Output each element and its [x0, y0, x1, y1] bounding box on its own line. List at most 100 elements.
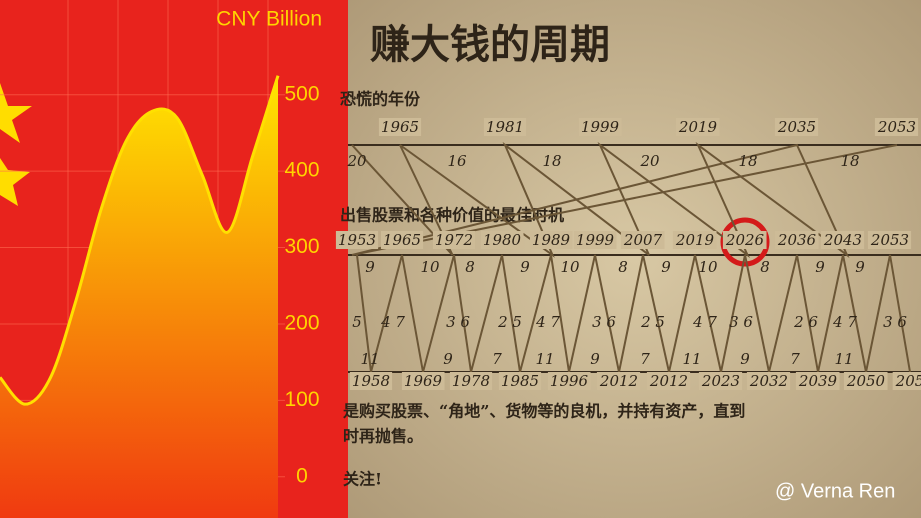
lower-counts: 7: [492, 350, 502, 368]
label-bg: [722, 231, 767, 249]
label-bg: [529, 231, 573, 249]
label-bg: [401, 372, 445, 390]
bad-years: 1985: [501, 372, 539, 390]
upper-counts: 10: [420, 258, 440, 276]
bad-years: 2039: [798, 372, 838, 390]
label-bg: [672, 231, 717, 249]
doc-title: 赚大钱的周期: [370, 21, 610, 68]
mid-counts: 3 6: [592, 313, 616, 331]
upper-counts: 9: [815, 258, 825, 276]
good-years: 2053: [870, 231, 909, 249]
bad-years: 2023: [701, 372, 740, 390]
bad-years: 2012: [649, 372, 688, 390]
label-bg: [820, 231, 865, 249]
row-label: 出售股票和各种价值的最佳时机: [340, 206, 564, 225]
note: 时再抛售。: [343, 427, 423, 446]
mid-counts: 4 7: [832, 313, 857, 331]
lower-counts: 9: [443, 350, 453, 368]
good-years: 2043: [823, 231, 862, 249]
upper-counts: 10: [698, 258, 718, 276]
y-tick-label: 400: [284, 159, 319, 182]
watermark: @ Verna Ren: [775, 480, 895, 502]
y-tick-label: 300: [284, 235, 319, 258]
row-label: 恐慌的年份: [340, 90, 421, 109]
lower-counts: 7: [790, 350, 800, 368]
panic-gaps: 18: [542, 152, 561, 170]
good-years: 2007: [623, 231, 663, 249]
panic-gaps: 18: [738, 152, 757, 170]
upper-counts: 8: [760, 258, 770, 276]
label-bg: [620, 231, 665, 249]
panic-gaps: 20: [639, 152, 660, 170]
good-years: 2026: [725, 231, 765, 249]
lower-counts: 7: [640, 350, 650, 368]
upper-counts: 9: [365, 258, 375, 276]
label-bg: [874, 118, 919, 136]
y-tick-label: 500: [284, 82, 319, 105]
chart: 0 100 200 300 400 500: [0, 0, 320, 518]
upper-counts: 10: [560, 258, 580, 276]
panic-gaps: 18: [840, 152, 859, 170]
label-bg: [483, 118, 527, 136]
good-years: 1965: [383, 231, 421, 249]
good-years: 2036: [777, 231, 817, 249]
label-bg: [378, 118, 422, 136]
panic-years: 2035: [777, 118, 816, 136]
lower-counts: 11: [834, 350, 853, 368]
panic-gaps: 16: [447, 152, 467, 170]
label-bg: [698, 372, 743, 390]
line: [0, 75, 280, 406]
bad-years: 205: [895, 372, 921, 390]
bad-years: 2012: [599, 372, 638, 390]
mid-counts: 2 5: [497, 313, 522, 331]
good-years: 1999: [576, 231, 615, 249]
note: 关注!: [343, 470, 382, 489]
mid-counts: 2 5: [640, 313, 665, 331]
panic-years: 1981: [486, 118, 524, 136]
good-years: 1972: [435, 231, 473, 249]
upper-counts: 8: [618, 258, 628, 276]
label-bg: [380, 231, 424, 249]
bad-years: 2032: [749, 372, 788, 390]
good-years: 2019: [675, 231, 715, 249]
bad-years: 1996: [550, 372, 589, 390]
label-bg: [675, 118, 720, 136]
y-axis-title: CNY Billion: [216, 8, 322, 31]
label-bg: [335, 231, 379, 249]
panic-years: 1965: [381, 118, 419, 136]
upper-counts: 9: [661, 258, 671, 276]
label-bg: [746, 372, 791, 390]
mid-counts: 3 6: [446, 313, 470, 331]
lower-counts: 11: [535, 350, 554, 368]
label-bg: [480, 231, 524, 249]
label-bg: [774, 231, 819, 249]
label-bg: [596, 372, 641, 390]
y-tick-label: 100: [284, 388, 319, 411]
label-bg: [646, 372, 691, 390]
good-years: 1989: [532, 231, 571, 249]
good-years: 1980: [483, 231, 522, 249]
mid-counts: 4 7: [380, 313, 405, 331]
mid-counts: 2 6: [793, 313, 818, 331]
flag-star: [0, 83, 32, 143]
cycle-line: [351, 141, 898, 259]
label-bg: [578, 118, 622, 136]
label-bg: [349, 372, 393, 390]
label-bg: [867, 231, 912, 249]
bad-years: 1978: [452, 372, 490, 390]
mid-counts: 3 6: [883, 313, 907, 331]
panic-gaps: 20: [346, 152, 367, 170]
document-background: [348, 0, 921, 518]
label-bg: [892, 372, 921, 390]
upper-counts: 8: [465, 258, 475, 276]
label-bg: [774, 118, 819, 136]
bad-years: 1969: [404, 372, 443, 390]
bad-years: 2050: [846, 372, 886, 390]
upper-counts: 9: [855, 258, 865, 276]
y-tick-label: 0: [296, 464, 308, 487]
mid-counts: 5: [352, 313, 362, 331]
panic-years: 2053: [877, 118, 916, 136]
lower-counts: 11: [682, 350, 701, 368]
note: 是购买股票、“角地”、货物等的良机，并持有资产，直到: [342, 402, 745, 421]
